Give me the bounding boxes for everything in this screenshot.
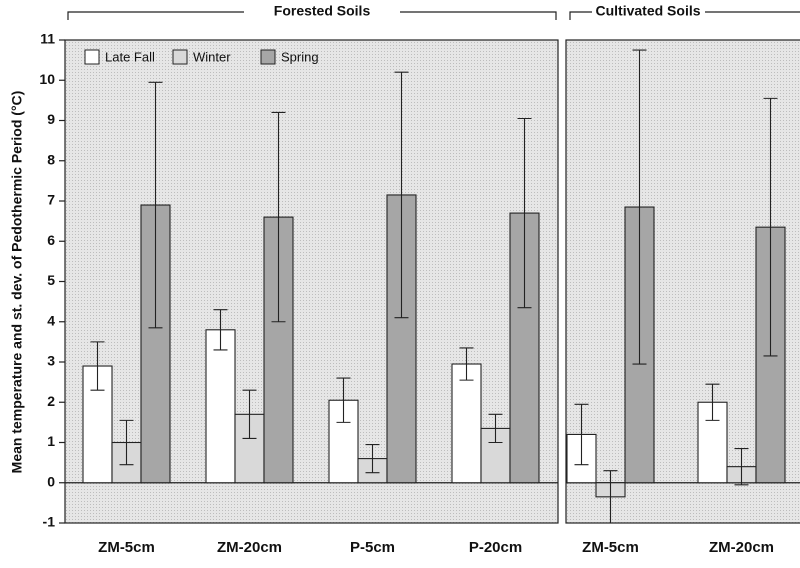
error-bar <box>119 419 134 466</box>
legend-swatch <box>172 49 188 65</box>
error-bar <box>603 470 618 524</box>
y-tick-label: 9 <box>47 111 55 127</box>
y-tick-label: 0 <box>47 473 55 489</box>
bar <box>451 363 482 484</box>
error-bar <box>271 111 286 323</box>
error-bar <box>763 97 778 357</box>
error-bar <box>574 403 589 466</box>
error-bar <box>365 443 380 474</box>
error-bar <box>705 383 720 421</box>
y-tick-label: 6 <box>47 232 55 248</box>
bar <box>205 329 236 484</box>
bracket <box>67 11 557 20</box>
legend-label: Late Fall <box>105 49 155 64</box>
x-tick-label: ZM-20cm <box>217 539 282 556</box>
error-bar <box>632 49 647 365</box>
x-tick-label: P-20cm <box>469 539 522 556</box>
x-tick-label: ZM-5cm <box>98 539 155 556</box>
error-bar <box>242 389 257 440</box>
bracket <box>569 11 800 20</box>
y-tick-label: 10 <box>39 71 55 87</box>
y-tick-label: 3 <box>47 353 55 369</box>
y-tick-label: 5 <box>47 272 55 288</box>
legend-label: Spring <box>281 49 319 64</box>
error-bar <box>459 347 474 381</box>
y-tick-label: 8 <box>47 151 55 167</box>
x-tick-label: ZM-5cm <box>582 539 639 556</box>
y-tick-label: 4 <box>47 312 55 328</box>
error-bar <box>394 71 409 319</box>
legend-swatch <box>260 49 276 65</box>
error-bar <box>90 341 105 391</box>
x-tick-label: ZM-20cm <box>709 539 774 556</box>
panel-title: Forested Soils <box>274 3 371 19</box>
error-bar <box>336 377 351 423</box>
x-tick-label: P-5cm <box>350 539 395 556</box>
legend-label: Winter <box>193 49 231 64</box>
y-tick-label: 1 <box>47 433 55 449</box>
error-bar <box>148 81 163 329</box>
legend-swatch <box>84 49 100 65</box>
panel-title: Cultivated Soils <box>595 3 700 19</box>
y-tick-label: 11 <box>40 31 55 47</box>
y-tick-label: 2 <box>47 393 55 409</box>
y-axis-label: Mean temperature and st. dev. of Pedothe… <box>9 91 25 474</box>
error-bar <box>488 413 503 444</box>
error-bar <box>517 117 532 309</box>
error-bar <box>213 309 228 351</box>
y-tick-label: -1 <box>43 514 56 530</box>
y-tick-label: 7 <box>47 192 55 208</box>
error-bar <box>734 447 749 486</box>
